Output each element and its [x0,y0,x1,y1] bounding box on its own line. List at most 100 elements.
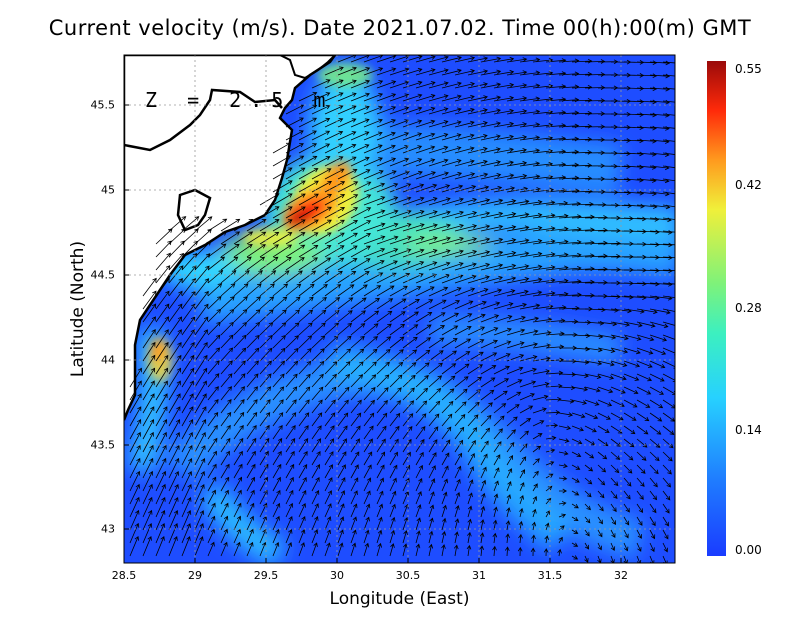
flow-arrow [519,251,543,258]
flow-arrow [311,257,332,271]
flow-arrow [207,308,222,323]
flow-arrow [506,96,528,102]
flow-arrow [662,74,675,77]
flow-arrow [480,108,501,115]
flow-arrow [194,290,209,310]
flow-arrow [350,399,362,414]
flow-arrow [376,542,382,557]
flow-arrow [285,425,296,440]
flow-arrow [363,451,373,466]
flow-arrow [493,415,505,427]
flow-arrow [155,341,169,362]
flow-arrow [584,503,591,511]
flow-arrow [168,240,185,258]
flow-arrow [311,143,331,154]
flow-arrow [181,228,199,245]
flow-arrow [558,175,580,181]
flow-arrow [571,438,583,445]
flow-arrow [129,522,140,544]
flow-arrow [662,230,675,233]
flow-arrow [220,541,228,557]
flow-arrow [324,503,332,518]
flow-arrow [363,490,371,505]
flow-arrow [467,492,473,505]
colorbar-label: 0.00 [735,543,762,557]
flow-arrow [129,496,140,518]
flow-arrow [298,529,306,544]
flow-arrow [376,144,396,154]
flow-arrow [376,183,399,193]
flow-arrow [363,399,375,414]
flow-arrow [597,477,606,486]
flow-arrow [543,548,549,557]
flow-arrow [493,160,514,167]
flow-arrow [363,144,383,154]
flow-arrow [220,243,240,258]
flow-arrow [428,261,451,271]
flow-arrow [519,83,541,89]
flow-arrow [415,543,421,557]
flow-arrow [129,483,140,505]
flow-arrow [168,277,183,297]
flow-arrow [155,316,170,336]
flow-arrow [467,159,488,167]
flow-arrow [506,455,514,466]
flow-arrow [220,476,230,492]
flow-arrow [285,373,298,388]
flow-arrow [467,95,488,102]
flow-arrow [389,361,404,375]
flow-arrow [415,81,436,89]
flow-arrow [337,79,357,89]
flow-arrow [441,325,459,336]
flow-arrow [428,400,441,414]
flow-arrow [350,335,365,349]
flow-arrow [363,516,370,531]
flow-arrow [168,496,179,518]
flow-arrow [194,316,209,336]
flow-arrow [662,438,674,449]
flow-arrow [415,426,426,440]
flow-arrow [259,463,269,479]
flow-arrow [532,213,556,219]
flow-arrow [194,240,212,258]
flow-arrow [506,277,530,284]
flow-arrow [298,270,317,284]
flow-arrow [467,339,485,349]
flow-arrow [480,211,504,219]
flow-arrow [324,373,337,388]
flow-arrow [311,105,331,115]
flow-arrow [233,399,245,414]
flow-arrow [220,231,241,245]
flow-arrow [350,516,357,531]
flow-arrow [662,477,672,488]
flow-arrow [636,451,647,461]
flow-arrow [454,351,471,362]
flow-arrow [610,373,627,381]
flow-arrow [246,270,263,284]
flow-arrow [402,299,420,310]
flow-arrow [155,418,168,440]
flow-arrow [506,109,528,115]
flow-arrow [129,509,140,531]
flow-arrow [285,244,306,258]
flow-arrow [298,296,314,310]
flow-arrow [285,206,306,219]
flow-arrow [662,308,675,312]
flow-arrow [168,329,182,349]
flow-arrow [168,252,185,271]
flow-arrow [584,72,606,77]
flow-arrow [363,93,384,102]
flow-arrow [285,232,306,245]
flow-arrow [558,398,575,404]
flow-arrow [363,477,372,492]
flow-arrow [441,210,464,219]
flow-arrow [233,541,241,557]
flow-arrow [324,438,335,453]
flow-arrow [389,170,410,180]
flow-arrow [337,516,345,531]
flow-arrow [662,178,675,182]
flow-arrow [649,490,658,501]
flow-arrow [350,67,371,76]
flow-arrow [662,152,675,155]
flow-arrow [519,507,524,518]
